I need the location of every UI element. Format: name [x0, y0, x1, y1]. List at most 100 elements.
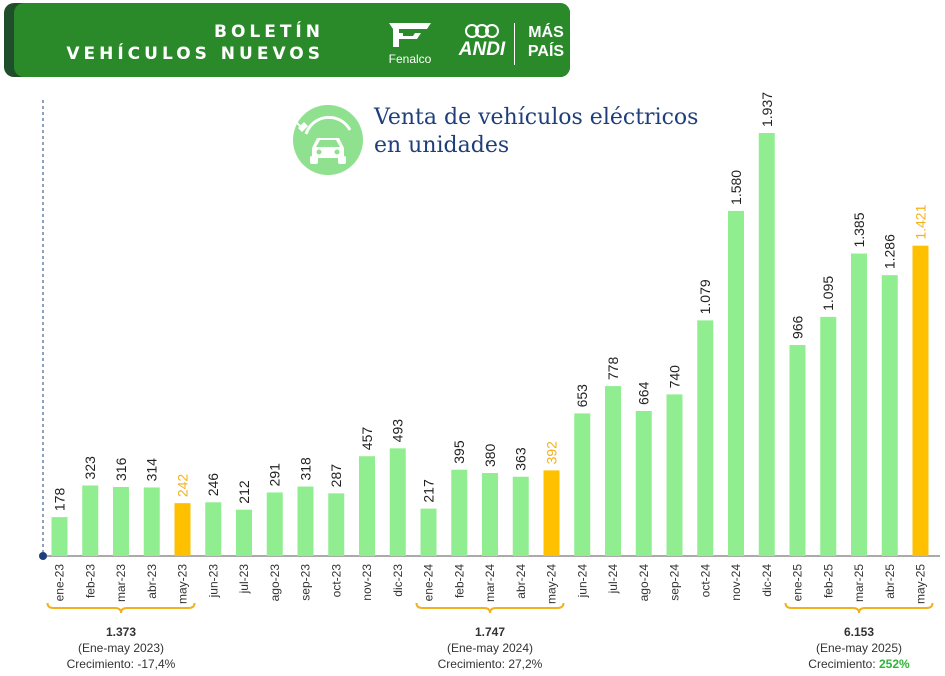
- value-label-jun-23: 246: [205, 473, 221, 497]
- value-label-mar-24: 380: [482, 443, 498, 467]
- value-label-ene-23: 178: [52, 488, 68, 512]
- tick-label-nov-24: nov-24: [729, 564, 743, 601]
- mas-pais-logo: MÁS PAÍS: [520, 23, 570, 61]
- bar-feb-23: [82, 485, 99, 556]
- value-label-feb-25: 1.095: [820, 276, 836, 311]
- tick-label-feb-24: feb-24: [452, 564, 466, 598]
- tick-label-sep-23: sep-23: [299, 564, 313, 601]
- value-label-ene-25: 966: [790, 315, 806, 339]
- value-label-abr-23: 314: [144, 458, 160, 482]
- summary-growth-value: -17,4%: [137, 657, 176, 671]
- bar-nov-24: [728, 210, 744, 556]
- tick-label-oct-23: oct-23: [329, 564, 343, 598]
- value-label-jul-24: 778: [605, 357, 621, 381]
- bar-ago-24: [635, 410, 652, 556]
- chart-title: Venta de vehículos eléctricos en unidade…: [374, 104, 714, 160]
- logo-divider: [514, 23, 515, 65]
- value-label-oct-23: 287: [328, 464, 344, 488]
- period-summary-2: 1.747 (Ene-may 2024) Crecimiento: 27,2%: [410, 624, 570, 672]
- summary-period: (Ene-may 2025): [815, 641, 903, 655]
- value-label-ago-23: 291: [267, 463, 283, 487]
- summary-growth: Crecimiento: -17,4%: [41, 656, 201, 672]
- bar-ene-25: [789, 345, 806, 556]
- bar-jul-23: [236, 509, 252, 556]
- tick-label-feb-25: feb-25: [821, 564, 835, 598]
- andi-rings-icon: [465, 24, 499, 38]
- value-label-may-24: 392: [544, 441, 560, 465]
- bar-nov-23: [359, 456, 375, 556]
- tick-label-ene-23: ene-23: [53, 564, 67, 602]
- tick-label-dic-24: dic-24: [760, 564, 774, 597]
- tick-label-abr-24: abr-24: [514, 564, 528, 599]
- bar-jun-24: [574, 413, 591, 556]
- value-label-dic-23: 493: [390, 419, 406, 443]
- value-label-feb-23: 323: [82, 456, 98, 480]
- value-label-mar-23: 316: [113, 457, 129, 481]
- chart-title-line2: en unidades: [374, 133, 510, 158]
- bulletin-title-line2: VEHÍCULOS NUEVOS: [66, 44, 324, 64]
- period-bracket-1: [46, 602, 196, 614]
- summary-growth-label: Crecimiento:: [808, 657, 879, 671]
- value-label-mar-25: 1.385: [851, 212, 867, 247]
- bar-mar-24: [482, 473, 498, 556]
- mas-pais-line1: MÁS: [528, 24, 564, 41]
- tick-label-mar-23: mar-23: [114, 564, 128, 602]
- bulletin-title-line1: BOLETÍN: [213, 22, 324, 42]
- bar-abr-24: [512, 476, 529, 556]
- period-bracket-3: [784, 602, 934, 614]
- value-label-ago-24: 664: [636, 381, 652, 405]
- summary-period: (Ene-may 2023): [77, 641, 165, 655]
- tick-label-feb-23: feb-23: [83, 564, 97, 598]
- value-label-may-25: 1.421: [913, 204, 929, 239]
- bar-feb-25: [820, 316, 837, 556]
- tick-label-may-25: may-25: [914, 564, 928, 604]
- summary-total: 6.153: [843, 625, 875, 639]
- summary-growth-value: 252%: [878, 657, 910, 671]
- period-summary-1: 1.373 (Ene-may 2023) Crecimiento: -17,4%: [41, 624, 201, 672]
- value-label-nov-23: 457: [359, 427, 375, 451]
- value-label-abr-25: 1.286: [882, 234, 898, 269]
- bar-jul-24: [605, 386, 621, 556]
- tick-label-ene-24: ene-24: [422, 564, 436, 602]
- andi-logo-text: ANDI: [458, 39, 506, 60]
- tick-label-jun-24: jun-24: [575, 564, 589, 599]
- fenalco-logo: Fenalco: [380, 19, 440, 69]
- bar-ene-24: [420, 508, 437, 556]
- fenalco-mark-icon: [389, 23, 431, 47]
- value-label-may-23: 242: [175, 474, 191, 498]
- value-label-jul-23: 212: [236, 480, 252, 504]
- value-label-dic-24: 1.937: [759, 92, 775, 127]
- tick-label-mar-24: mar-24: [483, 564, 497, 602]
- value-label-feb-24: 395: [451, 440, 467, 464]
- value-label-abr-24: 363: [513, 447, 529, 471]
- summary-total: 1.373: [105, 625, 137, 639]
- summary-total: 1.747: [474, 625, 506, 639]
- value-label-ene-24: 217: [421, 479, 437, 503]
- andi-logo: ANDI: [454, 21, 510, 67]
- bar-jun-23: [205, 502, 222, 556]
- bar-feb-24: [451, 469, 468, 556]
- mas-pais-line2: PAÍS: [527, 43, 565, 60]
- bar-abr-23: [143, 487, 160, 556]
- bar-sep-23: [297, 486, 314, 556]
- value-label-oct-24: 1.079: [697, 279, 713, 314]
- tick-label-jul-24: jul-24: [606, 564, 620, 595]
- bar-ene-23: [51, 517, 68, 556]
- tick-label-may-23: may-23: [176, 564, 190, 604]
- tick-label-ago-23: ago-23: [268, 564, 282, 602]
- period-summary-3: 6.153 (Ene-may 2025) Crecimiento: 252%: [779, 624, 939, 672]
- bulletin-title: BOLETÍN VEHÍCULOS NUEVOS: [54, 21, 324, 65]
- tick-label-sep-24: sep-24: [668, 564, 682, 601]
- tick-label-jul-23: jul-23: [237, 564, 251, 595]
- tick-label-may-24: may-24: [545, 564, 559, 604]
- tick-label-jun-23: jun-23: [206, 564, 220, 599]
- summary-growth: Crecimiento: 27,2%: [410, 656, 570, 672]
- fenalco-logo-text: Fenalco: [388, 52, 432, 66]
- value-label-sep-23: 318: [298, 457, 314, 481]
- summary-growth-value: 27,2%: [508, 657, 543, 671]
- header-banner: BOLETÍN VEHÍCULOS NUEVOS Fenalco ANDI MÁ…: [14, 3, 570, 77]
- tick-label-nov-23: nov-23: [360, 564, 374, 601]
- bar-oct-23: [328, 493, 345, 556]
- electric-car-plug-icon: [292, 104, 364, 176]
